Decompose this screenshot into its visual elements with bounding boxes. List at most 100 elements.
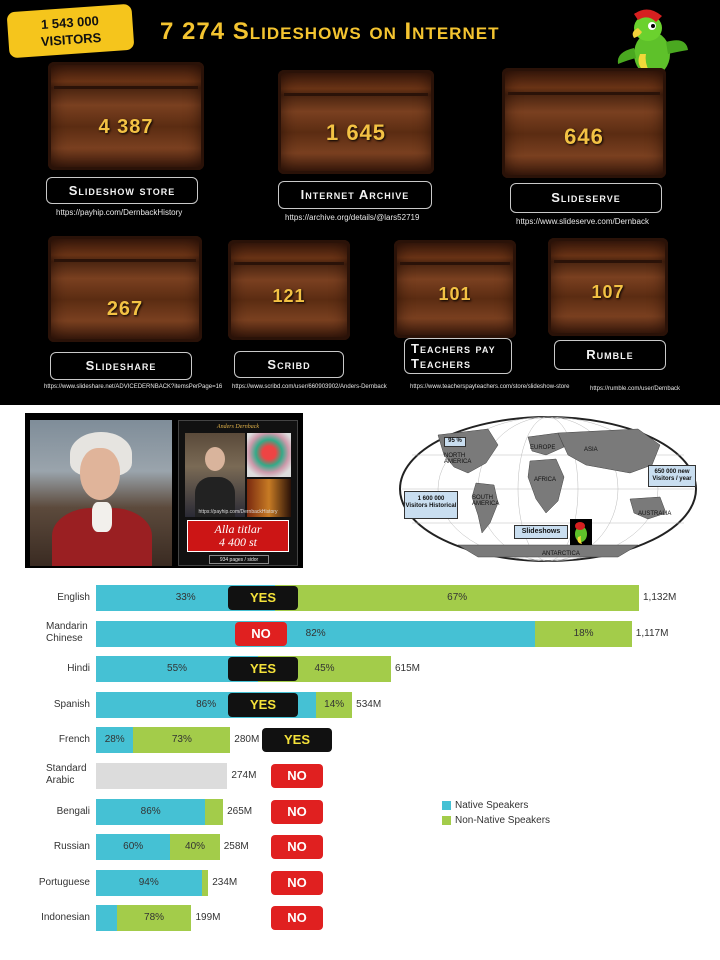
- site-url[interactable]: https://www.teacherspayteachers.com/stor…: [410, 384, 570, 390]
- category-label: French: [58, 734, 90, 746]
- label-australia: AUSTRALIA: [638, 511, 672, 517]
- bar-non-native: [205, 798, 224, 825]
- book-card[interactable]: Anders Dernback https://payhip.com/Dernb…: [178, 420, 298, 566]
- bar-percent-label: 94%: [138, 876, 159, 888]
- bar-native: [96, 834, 171, 861]
- site-button-teachers-pay-teachers[interactable]: Teachers pay Teachers: [404, 338, 512, 374]
- legend-native-swatch: [442, 800, 451, 810]
- yes-badge: YES: [228, 657, 298, 682]
- chest-count: 646: [564, 124, 604, 149]
- site-button-slideserve[interactable]: Slideserve: [510, 183, 662, 213]
- category-label: Indonesian: [41, 912, 90, 924]
- bar-native: [96, 905, 117, 932]
- site-url[interactable]: https://archive.org/details/@lars52719: [285, 213, 420, 222]
- bar-total-label: 199M: [195, 912, 221, 924]
- chest-count: 267: [106, 298, 144, 320]
- bar-percent-label: 55%: [167, 663, 188, 675]
- card-author: Anders Dernback: [216, 424, 260, 430]
- site-url[interactable]: https://www.slideshare.net/ADVICEDERNBAC…: [44, 384, 223, 390]
- no-badge: NO: [271, 870, 323, 895]
- bar-non-native: [116, 905, 192, 932]
- historical-portrait: [30, 420, 172, 566]
- historical-visitors-box: 1 600 000 Visitors Historical: [404, 491, 458, 519]
- card-url[interactable]: https://payhip.com/DernbackHistory: [198, 509, 278, 515]
- bar-percent-label: 14%: [324, 698, 345, 710]
- bar-non-native: [275, 585, 639, 611]
- site-url[interactable]: https://www.slideserve.com/Dernback: [516, 217, 649, 226]
- bar-percent-label: 40%: [185, 841, 206, 853]
- pages-badge: 934 pages / sidor: [209, 555, 269, 564]
- category-label: Portuguese: [38, 876, 90, 888]
- brain-image: [247, 433, 291, 477]
- legend-native: Native Speakers: [442, 800, 528, 811]
- site-url[interactable]: https://www.scribd.com/user/660903902/An…: [232, 384, 387, 390]
- page-title: 7 274 Slideshows on Internet: [160, 18, 500, 45]
- category-label: Mandarin Chinese: [46, 620, 88, 644]
- category-label: Bengali: [56, 805, 90, 817]
- site-button-scribd[interactable]: Scribd: [234, 351, 344, 378]
- chest-teachers-pay-teachers: 101: [394, 240, 516, 338]
- no-badge: NO: [271, 906, 323, 931]
- site-url[interactable]: https://payhip.com/DernbackHistory: [56, 208, 183, 217]
- bar-total-label: 274M: [231, 770, 257, 781]
- label-north-america: NORTH AMERICA: [444, 453, 472, 465]
- bar-percent-label: 82%: [305, 627, 326, 639]
- bar-total-label: 615M: [395, 663, 421, 675]
- world-map-graphic: [399, 416, 697, 562]
- site-button-slideshow-store[interactable]: Slideshow store: [46, 177, 198, 204]
- world-map: 95 % NORTH AMERICA SOUTH AMERICA EUROPE …: [398, 415, 698, 563]
- site-url[interactable]: https://rumble.com/user/Dernback: [590, 386, 681, 392]
- legend-native-label: Native Speakers: [455, 800, 529, 811]
- site-button-slideshare[interactable]: Slideshare: [50, 352, 192, 380]
- chest-slideserve: 646: [502, 68, 666, 178]
- bar-total-label: 1,132M: [643, 592, 677, 603]
- bar-percent-label: 78%: [144, 912, 165, 924]
- category-label: Standard Arabic: [46, 763, 87, 786]
- bar-non-native: [316, 691, 353, 718]
- yes-badge: YES: [228, 586, 298, 610]
- bar-total-label: 280M: [234, 734, 260, 746]
- bar-total-label: 258M: [223, 841, 249, 853]
- bar-percent-label: 18%: [573, 627, 594, 639]
- slideshow-banner: 1 543 000 VISITORS 7 274 Slideshows on I…: [0, 0, 720, 405]
- chest-internet-archive: 1 645: [278, 70, 434, 174]
- site-button-internet-archive[interactable]: Internet Archive: [278, 181, 432, 209]
- parrot-icon: [570, 519, 592, 545]
- chest-count: 4 387: [98, 116, 154, 138]
- no-badge: NO: [235, 621, 287, 646]
- bar-unknown: [96, 763, 228, 789]
- bar-percent-label: 67%: [447, 592, 468, 603]
- chest-rumble: 107: [548, 238, 668, 336]
- bar-percent-label: 45%: [314, 663, 335, 675]
- bar-non-native: [133, 727, 231, 754]
- titles-line1: Alla titlar: [214, 522, 262, 536]
- bar-native: [96, 620, 536, 647]
- legend-non-native-swatch: [442, 815, 451, 825]
- bar-percent-label: 86%: [196, 698, 217, 710]
- chest-count: 107: [591, 282, 625, 302]
- bar-total-label: 534M: [356, 698, 382, 710]
- no-badge: NO: [271, 799, 323, 824]
- new-visitors-box: 650 000 new Visitors / year: [648, 465, 696, 487]
- label-asia: ASIA: [584, 447, 598, 453]
- bar-percent-label: 33%: [175, 592, 196, 603]
- chest-scribd: 121: [228, 240, 350, 340]
- legend-non-native: Non-Native Speakers: [442, 815, 550, 826]
- chest-count: 1 645: [325, 120, 387, 145]
- yes-badge: YES: [262, 728, 332, 753]
- bar-non-native: [170, 834, 220, 861]
- bar-total-label: 234M: [212, 876, 238, 888]
- bar-percent-label: 60%: [123, 841, 144, 853]
- card-photo: [185, 433, 245, 517]
- bar-native: [96, 869, 202, 896]
- no-badge: NO: [271, 835, 323, 860]
- site-button-rumble[interactable]: Rumble: [554, 340, 666, 370]
- bar-percent-label: 86%: [140, 805, 161, 817]
- language-chart: English 33% 67% 1,132M YES Mandarin Chinese 82…: [0, 578, 720, 960]
- label-europe: EUROPE: [530, 445, 556, 451]
- label-south-america: SOUTH AMERICA: [472, 495, 500, 507]
- bar-native: [96, 727, 134, 754]
- yes-badge: YES: [228, 692, 298, 717]
- category-label: Hindi: [67, 663, 90, 675]
- pct-box: 95 %: [444, 437, 466, 447]
